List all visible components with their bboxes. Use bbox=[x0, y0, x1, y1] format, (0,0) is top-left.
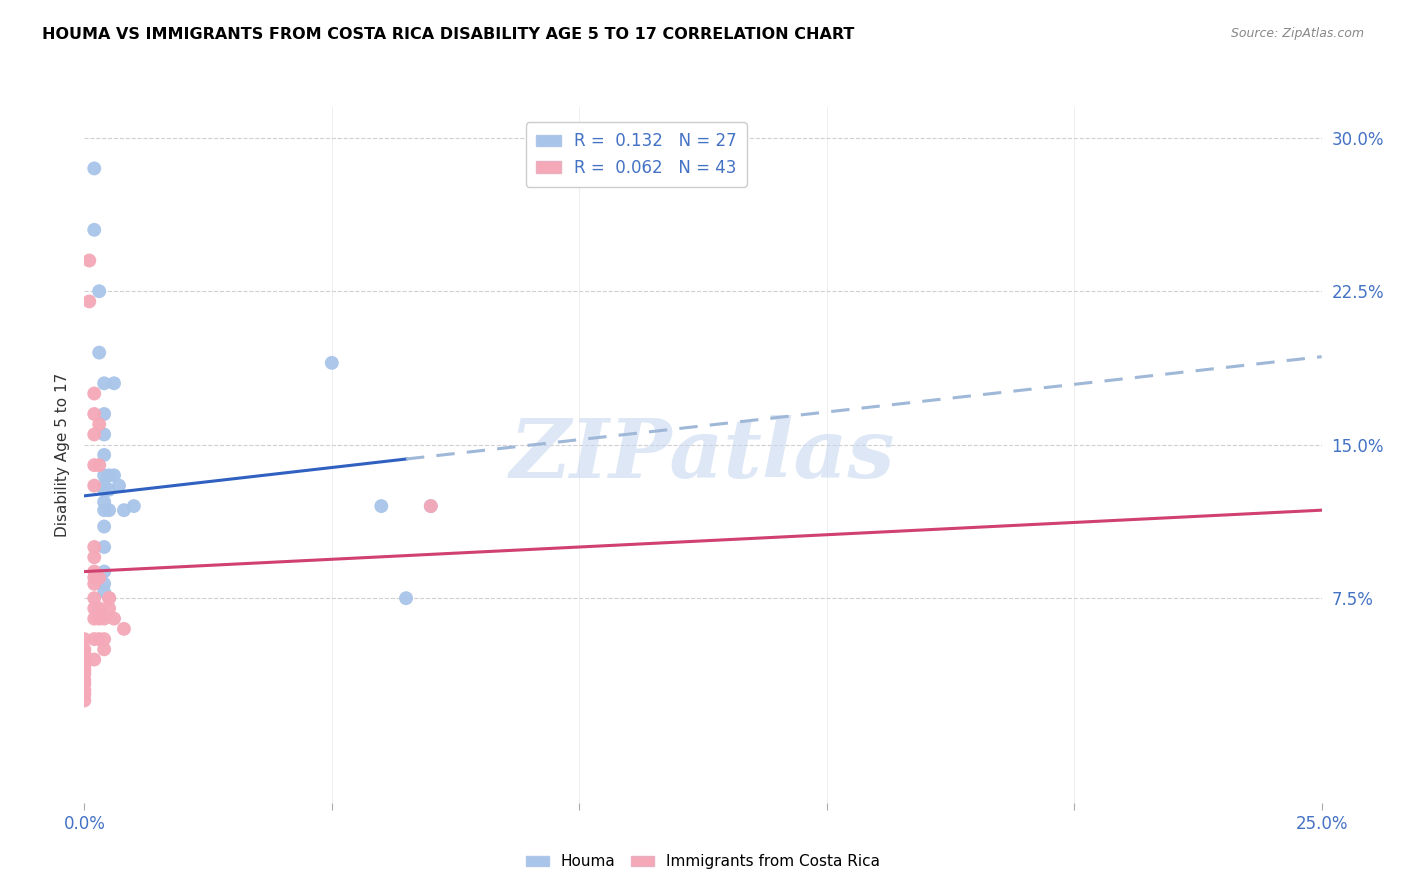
Point bbox=[73, 642, 96, 657]
Point bbox=[93, 407, 115, 421]
Point bbox=[83, 458, 105, 472]
Point bbox=[93, 642, 115, 657]
Point bbox=[98, 483, 121, 497]
Point bbox=[370, 499, 392, 513]
Point bbox=[93, 483, 115, 497]
Point bbox=[83, 223, 105, 237]
Point bbox=[89, 601, 111, 615]
Text: HOUMA VS IMMIGRANTS FROM COSTA RICA DISABILITY AGE 5 TO 17 CORRELATION CHART: HOUMA VS IMMIGRANTS FROM COSTA RICA DISA… bbox=[42, 27, 855, 42]
Point bbox=[83, 591, 105, 606]
Point bbox=[73, 658, 96, 673]
Point bbox=[83, 577, 105, 591]
Point bbox=[395, 591, 418, 606]
Text: ZIPatlas: ZIPatlas bbox=[510, 415, 896, 495]
Point bbox=[89, 632, 111, 646]
Point bbox=[73, 683, 96, 698]
Point bbox=[73, 693, 96, 707]
Point bbox=[93, 468, 115, 483]
Legend: Houma, Immigrants from Costa Rica: Houma, Immigrants from Costa Rica bbox=[520, 848, 886, 875]
Point bbox=[73, 652, 96, 666]
Point bbox=[89, 458, 111, 472]
Point bbox=[83, 540, 105, 554]
Point bbox=[93, 478, 115, 492]
Point bbox=[73, 647, 96, 661]
Point bbox=[89, 284, 111, 298]
Point bbox=[98, 601, 121, 615]
Point bbox=[83, 407, 105, 421]
Point bbox=[93, 632, 115, 646]
Point bbox=[83, 571, 105, 585]
Point bbox=[83, 550, 105, 565]
Y-axis label: Disability Age 5 to 17: Disability Age 5 to 17 bbox=[55, 373, 70, 537]
Point bbox=[98, 591, 121, 606]
Point bbox=[93, 577, 115, 591]
Point bbox=[83, 161, 105, 176]
Point bbox=[112, 503, 135, 517]
Point bbox=[89, 612, 111, 626]
Point bbox=[419, 499, 441, 513]
Point bbox=[79, 253, 101, 268]
Point bbox=[103, 468, 125, 483]
Point bbox=[103, 612, 125, 626]
Point bbox=[89, 417, 111, 432]
Point bbox=[83, 386, 105, 401]
Point bbox=[98, 591, 121, 606]
Point bbox=[112, 622, 135, 636]
Point bbox=[93, 540, 115, 554]
Point bbox=[93, 495, 115, 509]
Point bbox=[93, 448, 115, 462]
Point bbox=[103, 376, 125, 391]
Point bbox=[89, 345, 111, 359]
Point bbox=[83, 427, 105, 442]
Point bbox=[93, 612, 115, 626]
Point bbox=[93, 376, 115, 391]
Point bbox=[83, 652, 105, 666]
Point bbox=[89, 571, 111, 585]
Point bbox=[83, 565, 105, 579]
Point bbox=[83, 601, 105, 615]
Point bbox=[93, 519, 115, 533]
Legend: R =  0.132   N = 27, R =  0.062   N = 43: R = 0.132 N = 27, R = 0.062 N = 43 bbox=[526, 122, 747, 186]
Point bbox=[73, 666, 96, 681]
Text: Source: ZipAtlas.com: Source: ZipAtlas.com bbox=[1230, 27, 1364, 40]
Point bbox=[73, 677, 96, 691]
Point bbox=[83, 632, 105, 646]
Point bbox=[79, 294, 101, 309]
Point bbox=[83, 612, 105, 626]
Point bbox=[122, 499, 145, 513]
Point bbox=[108, 478, 131, 492]
Point bbox=[93, 585, 115, 599]
Point bbox=[73, 663, 96, 677]
Point bbox=[419, 499, 441, 513]
Point bbox=[93, 565, 115, 579]
Point bbox=[98, 468, 121, 483]
Point bbox=[73, 673, 96, 687]
Point bbox=[93, 503, 115, 517]
Point bbox=[93, 427, 115, 442]
Point bbox=[98, 503, 121, 517]
Point bbox=[73, 687, 96, 701]
Point bbox=[73, 632, 96, 646]
Point bbox=[83, 478, 105, 492]
Point bbox=[321, 356, 343, 370]
